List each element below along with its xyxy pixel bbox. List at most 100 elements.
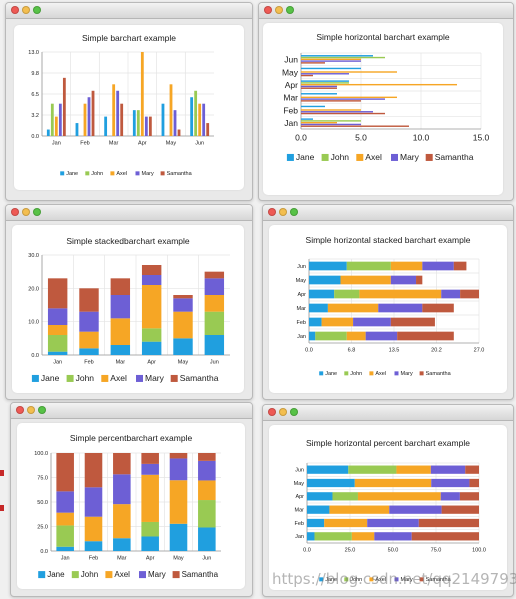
maximize-button[interactable]: [33, 208, 41, 216]
bar-samantha: [62, 77, 66, 136]
bar-samantha: [301, 74, 313, 77]
axis-tick-label: 27.0: [474, 348, 485, 354]
chart-3: Simple stackedbarchart example 0.0 10.0 20.…: [28, 236, 230, 383]
bar-samantha: [301, 125, 409, 127]
legend-swatch: [419, 371, 424, 376]
bar-axel: [141, 474, 159, 522]
axis-tick-label: 50.0: [388, 548, 399, 554]
bar-samantha: [441, 505, 479, 514]
chart-title: Simple horizontal percent barchart examp…: [306, 438, 470, 448]
category-label: Feb: [80, 141, 89, 147]
minimize-button[interactable]: [22, 6, 30, 14]
maximize-button[interactable]: [38, 406, 46, 414]
axis-tick-label: 20.0: [28, 286, 39, 292]
close-button[interactable]: [268, 408, 276, 416]
category-label: Feb: [297, 320, 306, 326]
axis-tick-label: 10.0: [413, 133, 430, 143]
bar-samantha: [204, 271, 225, 279]
category-label: May: [173, 556, 184, 562]
category-label: May: [296, 278, 307, 284]
category-label: Jun: [202, 556, 211, 562]
bar-samantha: [148, 116, 152, 136]
bar-axel: [79, 331, 99, 349]
legend-label: Jane: [66, 171, 78, 177]
bar-john: [346, 261, 391, 271]
bar-samantha: [169, 453, 188, 459]
bar-jane: [309, 289, 335, 299]
legend-label: Samantha: [435, 152, 474, 162]
bar-mary: [374, 532, 412, 541]
bar-john: [141, 521, 159, 537]
bar-mary: [430, 465, 466, 474]
category-label: Jun: [297, 264, 306, 270]
close-button[interactable]: [11, 6, 19, 14]
bar-mary: [84, 487, 103, 517]
bar-mary: [301, 98, 385, 100]
title-bar: [263, 405, 513, 421]
legend-swatch: [344, 371, 349, 376]
legend-label: Mary: [142, 171, 154, 177]
category-label: Feb: [84, 360, 93, 366]
maximize-button[interactable]: [290, 208, 298, 216]
legend-swatch: [160, 171, 165, 176]
bar-axel: [351, 532, 375, 541]
minimize-button[interactable]: [279, 208, 287, 216]
category-label: May: [294, 481, 305, 487]
bar-jane: [307, 518, 325, 528]
bar-jane: [301, 55, 373, 57]
maximize-button[interactable]: [290, 408, 298, 416]
minimize-button[interactable]: [279, 408, 287, 416]
close-button[interactable]: [268, 208, 276, 216]
category-label: May: [166, 141, 177, 147]
chart-2: Simple horizontal barchart example 0.0 5.0…: [282, 32, 490, 162]
bar-samantha: [422, 303, 454, 313]
bar-samantha: [411, 532, 479, 541]
bar-mary: [378, 303, 423, 313]
chart-card: Simple horizontal percent barchart examp…: [269, 425, 507, 590]
chart-card: Simple horizontal barchart example 0.0 5.0…: [263, 23, 503, 195]
axis-tick-label: 0.0: [305, 348, 313, 354]
legend-label: Jane: [296, 152, 315, 162]
maximize-button[interactable]: [33, 6, 41, 14]
window-percent-barchart: Simple percentbarchart example 0.0 25.0 50.…: [10, 402, 253, 597]
bar-mary: [389, 505, 442, 514]
legend-swatch: [321, 153, 329, 161]
axis-tick-label: 5.0: [355, 133, 367, 143]
maximize-button[interactable]: [286, 6, 294, 14]
close-button[interactable]: [264, 6, 272, 14]
category-label: Jun: [284, 55, 298, 65]
bar-samantha: [120, 103, 124, 136]
bar-mary: [204, 278, 225, 295]
bar-mary: [353, 317, 391, 327]
legend-label: Axel: [114, 570, 130, 579]
legend-swatch: [85, 171, 90, 176]
close-button[interactable]: [11, 208, 19, 216]
bar-samantha: [418, 518, 479, 528]
bar-axel: [340, 275, 391, 285]
window-horizontal-stacked-barchart: Simple horizontal stacked barchart examp…: [262, 204, 514, 400]
bar-mary: [58, 103, 62, 136]
title-bar: [259, 3, 513, 19]
title-bar: [6, 3, 252, 19]
minimize-button[interactable]: [27, 406, 35, 414]
chart-title: Simple stackedbarchart example: [66, 236, 190, 246]
bar-jane: [161, 103, 165, 136]
bar-axel: [140, 52, 144, 136]
minimize-button[interactable]: [22, 208, 30, 216]
legend-label: Samantha: [180, 373, 219, 383]
minimize-button[interactable]: [275, 6, 283, 14]
axis-tick-label: 25.0: [37, 525, 48, 531]
bar-mary: [441, 289, 461, 299]
bar-axel: [354, 478, 432, 488]
window-stacked-barchart: Simple stackedbarchart example 0.0 10.0 20.…: [5, 204, 253, 400]
bar-axel: [110, 318, 131, 345]
category-label: Jun: [295, 467, 304, 473]
legend-label: Jane: [325, 371, 337, 377]
bar-jane: [309, 331, 316, 341]
chart-card: Simple stackedbarchart example 0.0 10.0 20.…: [12, 225, 244, 393]
legend-label: Samantha: [182, 570, 219, 579]
bar-mary: [113, 474, 131, 505]
bar-axel: [324, 518, 368, 528]
close-button[interactable]: [16, 406, 24, 414]
bar-mary: [367, 518, 419, 528]
